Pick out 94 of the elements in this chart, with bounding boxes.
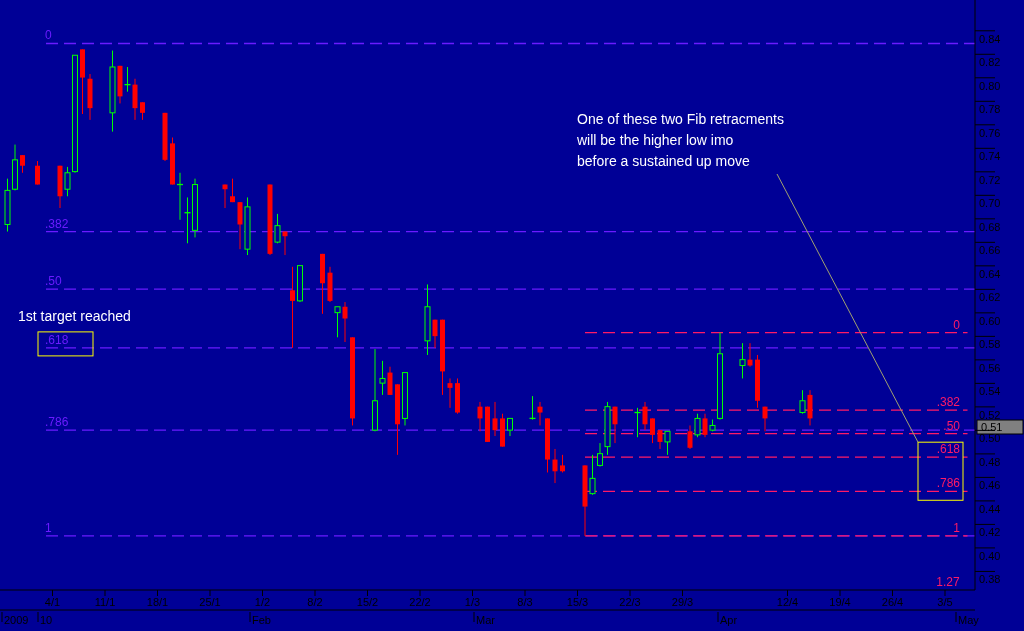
candlestick xyxy=(694,413,701,438)
candlestick xyxy=(762,406,768,432)
y-tick-label: 0.72 xyxy=(979,173,1001,186)
candlestick xyxy=(342,301,348,343)
annotation: .382 xyxy=(936,395,961,410)
candlestick xyxy=(552,448,558,484)
y-tick-label: 0.58 xyxy=(979,338,1001,351)
x-tick-label: 25/1 xyxy=(199,596,221,608)
candlestick xyxy=(35,160,40,186)
candlestick xyxy=(807,389,813,426)
y-tick-label: 0.52 xyxy=(979,408,1001,421)
x-tick-label: 8/2 xyxy=(307,596,323,608)
y-tick-label: 0.46 xyxy=(979,479,1001,492)
annotation: .382 xyxy=(45,216,69,231)
y-tick-label: 0.42 xyxy=(979,526,1001,539)
x-tick-label: 1/2 xyxy=(254,596,271,608)
candlestick xyxy=(657,429,663,450)
annotation: One of these two Fib retracments will be the higher low imo before a sustained up move xyxy=(576,111,784,169)
candlestick xyxy=(747,342,753,368)
y-tick-label: 0.84 xyxy=(979,32,1001,45)
y-tick-label: 0.68 xyxy=(979,220,1001,233)
candlestick xyxy=(132,78,138,121)
x-tick-label: 8/3 xyxy=(517,596,533,608)
candlestick xyxy=(379,360,386,396)
candlestick xyxy=(334,306,341,338)
candlestick xyxy=(64,166,71,197)
x-tick-label: 3/5 xyxy=(937,596,953,608)
x-tick-label: 15/2 xyxy=(356,596,379,608)
annotation: .50 xyxy=(943,418,961,433)
y-tick-label: 0.66 xyxy=(979,244,1001,257)
annotation: 1 xyxy=(953,520,961,535)
candlestick xyxy=(664,430,671,456)
annotation: 1.27 xyxy=(936,575,960,589)
candlestick xyxy=(589,454,596,496)
annotation: 1st target reached xyxy=(18,308,131,324)
candlestick xyxy=(477,401,483,432)
y-tick-label: 0.70 xyxy=(979,197,1001,210)
annotation: .618 xyxy=(45,332,69,347)
y-tick-label: 0.80 xyxy=(979,79,1001,92)
annotation: 0 xyxy=(953,317,961,332)
y-tick-label: 0.64 xyxy=(979,267,1001,280)
annotation: .786 xyxy=(936,476,961,491)
x-tick-label: 22/2 xyxy=(409,596,431,608)
y-tick-label: 0.60 xyxy=(979,314,1001,327)
text: Feb xyxy=(252,614,271,626)
x-tick-label: 12/4 xyxy=(776,596,799,608)
text: 0.51 xyxy=(981,421,1003,433)
x-tick-label: 1/3 xyxy=(464,596,481,608)
y-tick-label: 0.74 xyxy=(979,150,1001,163)
candlestick xyxy=(447,377,453,409)
text: Apr xyxy=(720,614,738,626)
candlestick xyxy=(432,319,438,349)
candlestick xyxy=(650,417,655,444)
y-tick-label: 0.62 xyxy=(979,291,1001,304)
x-tick-label: 11/1 xyxy=(94,596,116,608)
annotation: 1 xyxy=(45,520,52,535)
candlestick xyxy=(642,401,648,431)
x-tick-label: 26/4 xyxy=(881,596,904,608)
candlestick xyxy=(597,442,603,468)
y-tick-label: 0.50 xyxy=(979,432,1001,445)
x-tick-label: 15/3 xyxy=(566,596,589,608)
annotation: .50 xyxy=(45,274,63,289)
candlestick xyxy=(687,424,693,450)
y-tick-label: 0.56 xyxy=(979,361,1001,374)
text: May xyxy=(958,614,980,626)
y-tick-label: 0.78 xyxy=(979,103,1001,116)
candlestick xyxy=(799,389,806,415)
candlestick xyxy=(537,401,543,426)
annotation: .618 xyxy=(936,442,961,457)
y-tick-label: 0.48 xyxy=(979,455,1001,468)
candlestick xyxy=(274,213,281,244)
annotation: 0 xyxy=(45,28,52,43)
candlestick xyxy=(387,366,393,396)
y-tick-label: 0.38 xyxy=(979,573,1001,586)
candlestick xyxy=(702,413,708,438)
x-tick-label: 29/3 xyxy=(671,596,694,608)
candlestick xyxy=(290,266,295,349)
text: Mar xyxy=(476,614,496,626)
y-tick-label: 0.44 xyxy=(979,502,1001,515)
x-tick-label: 19/4 xyxy=(829,596,851,608)
candlestick xyxy=(237,201,243,250)
text: 2009 xyxy=(4,614,29,626)
x-tick-label: 22/3 xyxy=(619,596,641,608)
y-tick-label: 0.54 xyxy=(979,385,1001,398)
text: 10 xyxy=(40,614,53,626)
y-tick-label: 0.82 xyxy=(979,56,1001,69)
y-tick-label: 0.40 xyxy=(979,549,1001,562)
candlestick xyxy=(492,401,498,437)
y-tick-label: 0.76 xyxy=(979,126,1001,139)
candlestick xyxy=(612,406,618,444)
x-tick-label: 18/1 xyxy=(146,596,169,608)
candlestick xyxy=(739,342,746,379)
x-tick-label: 4/1 xyxy=(44,596,61,608)
annotation: .786 xyxy=(45,415,69,430)
